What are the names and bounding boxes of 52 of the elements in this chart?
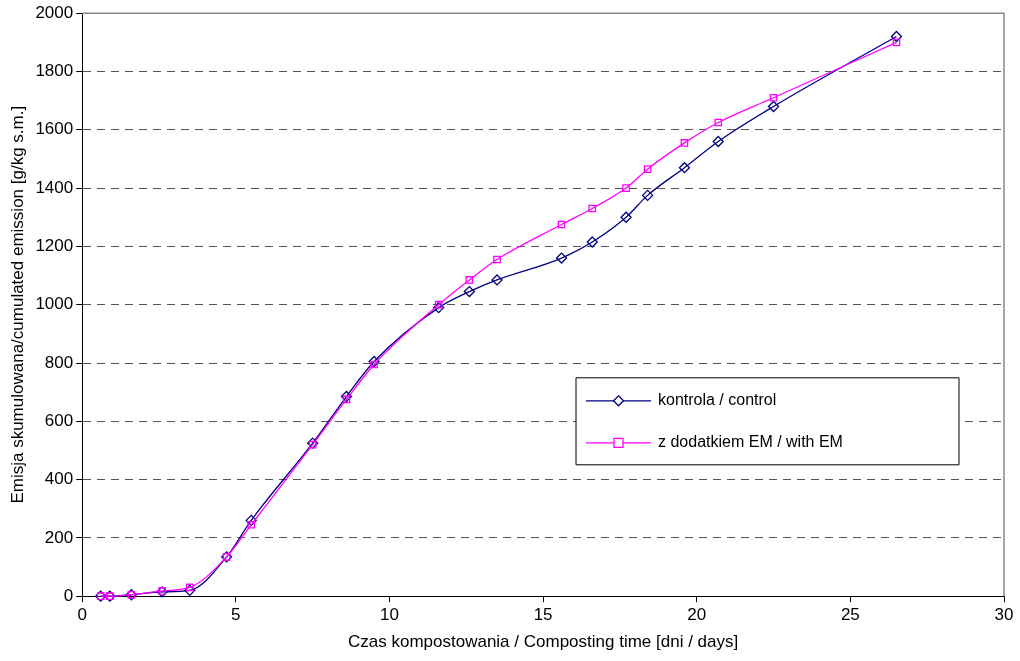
point [432,301,445,314]
x-tick-label: 10 [380,605,399,625]
point [769,93,778,102]
point [185,583,194,592]
point [555,252,568,264]
x-tick-label: 5 [231,605,241,625]
point [620,211,632,223]
x-tick-label: 30 [994,605,1014,625]
point [622,184,630,192]
point [463,285,476,298]
point [370,360,378,369]
point [247,520,256,529]
x-tick-label: 0 [77,605,87,625]
point [643,165,652,173]
point [892,38,901,47]
legend-label: kontrola / control [658,391,777,409]
point [641,189,654,202]
point [557,220,566,229]
point [586,236,598,248]
y-tick-label: 1600 [35,119,74,139]
point [184,584,196,597]
legend-label: z dodatkiem EM / with EM [658,433,843,451]
y-tick-label: 1400 [35,177,74,197]
y-tick-label: 2000 [35,2,74,22]
y-tick-label: 1200 [35,236,74,256]
y-tick-label: 400 [44,469,74,489]
point [434,300,443,309]
point [465,276,474,284]
point [890,30,903,43]
point [342,395,351,404]
y-tick-label: 200 [44,527,74,547]
point [714,118,723,127]
x-tick-label: 15 [533,605,553,625]
y-tick-label: 800 [44,352,74,372]
x-axis-title: Czas kompostowania / Composting time [dni / days] [347,632,739,652]
point [712,135,724,148]
point [493,255,501,264]
point [767,100,780,113]
y-tick-label: 0 [63,585,74,605]
y-tick-label: 600 [44,410,74,430]
y-tick-label: 1000 [35,294,74,314]
point [245,514,257,527]
point [368,355,380,368]
point [340,390,353,403]
point [588,204,597,213]
point [680,139,689,147]
point [678,162,691,174]
point [491,274,503,286]
x-tick-label: 25 [840,605,860,625]
y-axis-title: Emisja skumulowana/cumulated emission [g/kg s.m.] [7,105,27,504]
x-tick-label: 20 [687,605,707,625]
y-tick-label: 1800 [35,61,74,81]
